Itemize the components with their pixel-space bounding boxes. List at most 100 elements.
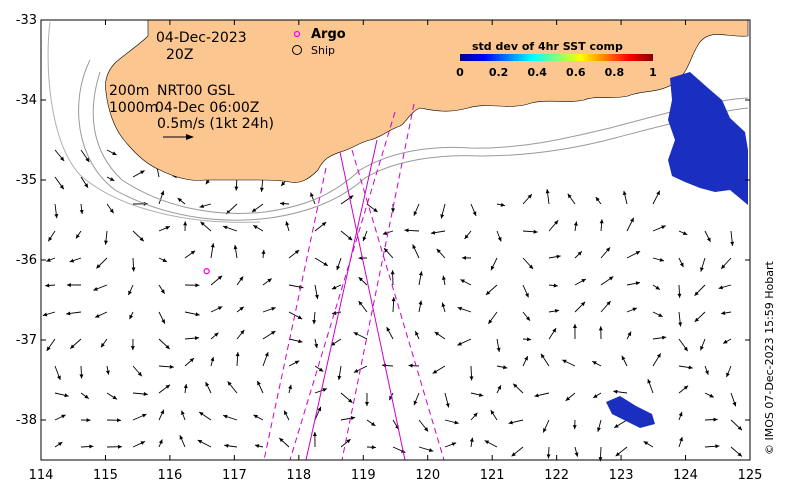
current-arrow-head [593, 394, 598, 398]
lat-tick-label: -36 [16, 253, 37, 268]
colorbar-tick-label: 0.6 [566, 66, 586, 79]
current-arrow-head [606, 301, 611, 306]
current-arrow-head [573, 221, 578, 226]
current-arrow-head [223, 414, 228, 419]
current-arrow-head [95, 313, 100, 318]
current-arrow-head [79, 209, 84, 215]
current-arrow-head [353, 332, 359, 336]
current-arrow-head [528, 264, 534, 269]
current-arrow-head [205, 179, 210, 185]
current-arrow-head [165, 384, 170, 389]
colorbar-tick-label: 1 [649, 66, 657, 79]
depth-label-200m: 200m [109, 83, 149, 99]
colorbar-tick-label: 0.8 [605, 66, 625, 79]
current-arrow-head [553, 283, 558, 288]
current-arrow-head [658, 313, 663, 317]
current-arrow-head [227, 381, 232, 386]
current-arrow-head [104, 240, 108, 245]
current-arrow-head [635, 281, 641, 286]
contour-extra [47, 21, 261, 223]
current-arrow-head [271, 330, 276, 335]
colorbar [460, 54, 653, 61]
lon-tick-label: 115 [93, 468, 118, 483]
current-arrow-head [139, 237, 144, 242]
current-arrow-head [235, 352, 240, 357]
current-arrow-head [413, 400, 418, 406]
current-arrow-head [723, 339, 728, 344]
current-arrow-head [42, 312, 48, 317]
current-arrow-head [280, 201, 285, 206]
current-arrow-head [534, 393, 539, 398]
current-arrow-head [704, 370, 709, 375]
current-arrow-head [284, 410, 288, 415]
current-arrow-head [546, 454, 551, 459]
current-arrow-head [364, 401, 369, 406]
current-arrow-head [613, 389, 618, 394]
current-arrow-head [436, 248, 441, 254]
current-arrow-head [694, 291, 699, 296]
current-arrow-head [511, 452, 516, 457]
contour-200m [92, 71, 749, 214]
depth-label-1000m: 1000m [109, 100, 158, 116]
current-arrow-head [358, 301, 363, 306]
current-arrow-head [160, 409, 164, 415]
lat-tick-label: -34 [16, 93, 37, 108]
current-arrow-head [462, 255, 467, 260]
current-arrow-head [730, 241, 735, 246]
current-arrow-head [165, 344, 170, 350]
current-arrow-head [721, 264, 726, 269]
current-arrow-head [656, 353, 661, 358]
current-arrow-head [418, 300, 423, 305]
current-arrow-head [632, 307, 637, 312]
current-arrow-head [318, 367, 324, 372]
current-arrow-head [358, 277, 363, 282]
current-arrow-head [131, 267, 136, 272]
current-arrow-head [314, 343, 319, 349]
current-arrow-head [57, 375, 61, 381]
current-arrow-head [317, 406, 322, 412]
current-arrow-head [348, 398, 353, 403]
current-arrow-head [314, 294, 319, 299]
current-arrow-head [545, 189, 550, 194]
current-arrow-head [460, 279, 465, 284]
current-arrow-head [700, 345, 704, 351]
current-arrow-head [732, 401, 737, 407]
current-arrow-head [205, 381, 210, 387]
current-arrow-head [497, 385, 501, 390]
current-arrow-head [418, 271, 423, 276]
current-arrow-head [190, 250, 196, 255]
current-arrow-head [100, 342, 105, 348]
scale-arrow [163, 134, 194, 140]
current-arrow-head [66, 311, 71, 316]
current-arrow-head [189, 358, 195, 363]
current-arrow-head [737, 425, 743, 431]
current-arrow-head [371, 445, 376, 450]
current-arrow-head [93, 287, 98, 291]
current-arrow-head [109, 177, 115, 181]
current-arrow-head [353, 368, 359, 373]
current-arrow-head [142, 413, 147, 418]
current-arrow-head [183, 221, 188, 226]
current-arrow-head [140, 441, 146, 445]
current-arrow-head [513, 383, 518, 388]
current-arrow-head [386, 327, 391, 332]
current-arrow-head [608, 276, 614, 281]
current-arrow-head [451, 442, 457, 447]
colorbar-title: std dev of 4hr SST comp [472, 40, 623, 53]
current-arrow-head [567, 193, 572, 199]
colorbar-tick-label: 0.2 [489, 66, 509, 79]
current-arrow-head [700, 267, 704, 272]
current-arrow-head [389, 395, 393, 401]
current-arrow-head [630, 217, 634, 223]
lon-tick-label: 125 [738, 468, 763, 483]
current-arrow-head [497, 237, 502, 242]
current-arrow-head [415, 331, 419, 336]
sst-patch-south [606, 396, 655, 428]
current-arrow-head [298, 339, 303, 344]
current-arrow-head [224, 443, 229, 448]
current-arrow-head [358, 256, 363, 261]
model-source-time: 04-Dec 06:00Z [155, 100, 259, 116]
current-arrow-head [128, 290, 132, 296]
map-date: 04-Dec-2023 [156, 30, 247, 46]
current-arrow-head [312, 319, 317, 325]
